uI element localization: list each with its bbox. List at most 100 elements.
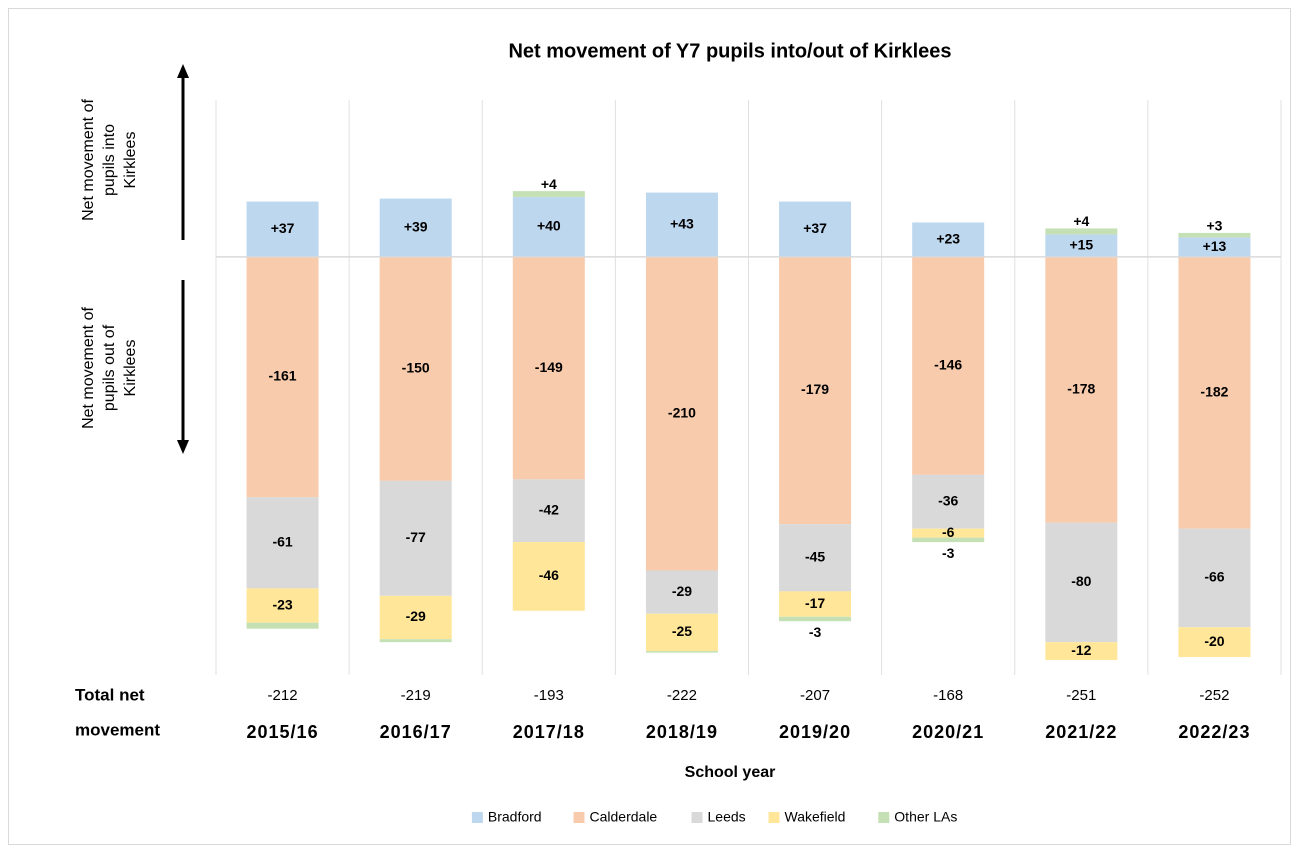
- data-label: -66: [1204, 569, 1224, 585]
- data-label: -12: [1071, 642, 1091, 658]
- data-label: +13: [1203, 238, 1227, 254]
- data-label: +40: [537, 218, 561, 234]
- x-tick-label: 2017/18: [513, 722, 585, 742]
- bar-segment: [912, 222, 985, 257]
- data-label: +3: [1206, 218, 1222, 234]
- data-label: +15: [1069, 236, 1093, 252]
- data-label: -29: [672, 583, 692, 599]
- data-label: -210: [668, 404, 696, 420]
- data-label: +4: [1073, 213, 1089, 229]
- annotation-line: Net movement of: [80, 99, 97, 221]
- legend-label: Wakefield: [785, 809, 846, 825]
- data-label: -77: [406, 529, 426, 545]
- data-label: +37: [271, 220, 295, 236]
- data-label: -46: [539, 567, 559, 583]
- data-label: +43: [670, 215, 694, 231]
- bar-segment: [645, 256, 718, 571]
- bar-segment: [246, 497, 319, 589]
- data-label: -179: [801, 381, 829, 397]
- data-label: -45: [805, 548, 825, 564]
- data-label: -150: [402, 360, 430, 376]
- bar-segment: [779, 256, 852, 525]
- data-label: -29: [406, 608, 426, 624]
- legend-label: Calderdale: [590, 809, 658, 825]
- bar-segment: [512, 197, 585, 257]
- bar-segment: [379, 639, 452, 643]
- data-label: -61: [272, 534, 292, 550]
- annotation-line: pupils out of: [101, 324, 118, 411]
- bar-segment: [1045, 522, 1118, 643]
- total-label: -219: [401, 687, 431, 704]
- bar-segment: [246, 622, 319, 629]
- annotation: Net movement of pupils out of Kirklees: [80, 307, 139, 429]
- data-label: -42: [539, 501, 559, 517]
- bar-segment: [379, 198, 452, 257]
- bar-segment: [512, 191, 585, 198]
- data-label: -20: [1204, 633, 1224, 649]
- bar-segment: [779, 591, 852, 617]
- bar-segment: [912, 474, 985, 529]
- legend-swatch: [768, 812, 780, 823]
- total-label: -252: [1199, 687, 1229, 704]
- bar-segment: [512, 542, 585, 611]
- arrow-head: [177, 440, 189, 454]
- total-label: -251: [1066, 687, 1096, 704]
- bar-segment: [246, 256, 319, 498]
- legend-label: Bradford: [488, 809, 542, 825]
- bar-segment: [1178, 528, 1251, 628]
- bar-segment: [912, 537, 985, 543]
- data-label: -149: [535, 359, 563, 375]
- bar-segment: [779, 616, 852, 622]
- data-label: +37: [803, 220, 827, 236]
- annotation: Net movement of pupils into Kirklees: [80, 99, 139, 221]
- bar-segment: [379, 595, 452, 640]
- bar-segment: [1045, 256, 1118, 523]
- data-label: -6: [942, 524, 955, 540]
- x-tick-label: 2016/17: [380, 722, 452, 742]
- bar-segment: [645, 570, 718, 614]
- legend-swatch: [573, 812, 585, 823]
- legend-label: Other LAs: [894, 809, 957, 825]
- bar-segment: [246, 201, 319, 257]
- total-label: -168: [933, 687, 963, 704]
- data-label: +23: [936, 230, 960, 246]
- total-label: -212: [268, 687, 298, 704]
- bar-segment: [1178, 627, 1251, 658]
- bar-segment: [912, 256, 985, 475]
- data-label: +39: [404, 218, 428, 234]
- bar-segment: [645, 192, 718, 257]
- x-tick-label: 2015/16: [247, 722, 319, 742]
- bar-segment: [1045, 228, 1118, 235]
- annotation-line: pupils into: [101, 124, 118, 196]
- data-label: -17: [805, 595, 825, 611]
- bar-segment: [379, 256, 452, 481]
- bar-segment: [1045, 234, 1118, 257]
- x-tick-label: 2019/20: [779, 722, 851, 742]
- total-label: -193: [534, 687, 564, 704]
- bar-segment: [512, 256, 585, 480]
- bar-segment: [645, 613, 718, 652]
- annotation-line: Kirklees: [122, 132, 139, 189]
- bar-segment: [1045, 642, 1118, 661]
- data-label: -80: [1071, 573, 1091, 589]
- totals-label: Total net: [75, 685, 145, 704]
- x-tick-label: 2022/23: [1178, 722, 1250, 742]
- data-label: -146: [934, 357, 962, 373]
- bar-segment: [645, 651, 718, 653]
- bar-segment: [246, 588, 319, 623]
- data-label: -161: [269, 368, 297, 384]
- bar-segment: [1178, 232, 1251, 238]
- x-axis-title: School year: [685, 764, 776, 781]
- data-label: -23: [272, 596, 292, 612]
- legend-label: Leeds: [708, 809, 746, 825]
- annotation-line: Kirklees: [122, 340, 139, 397]
- annotation-line: Net movement of: [80, 307, 97, 429]
- total-label: -222: [667, 687, 697, 704]
- bar-segment: [912, 528, 985, 538]
- data-label: -3: [942, 545, 955, 561]
- bar-segment: [1178, 256, 1251, 529]
- chart-title: Net movement of Y7 pupils into/out of Ki…: [508, 40, 951, 62]
- totals-label: movement: [75, 720, 160, 739]
- data-label: +4: [541, 176, 557, 192]
